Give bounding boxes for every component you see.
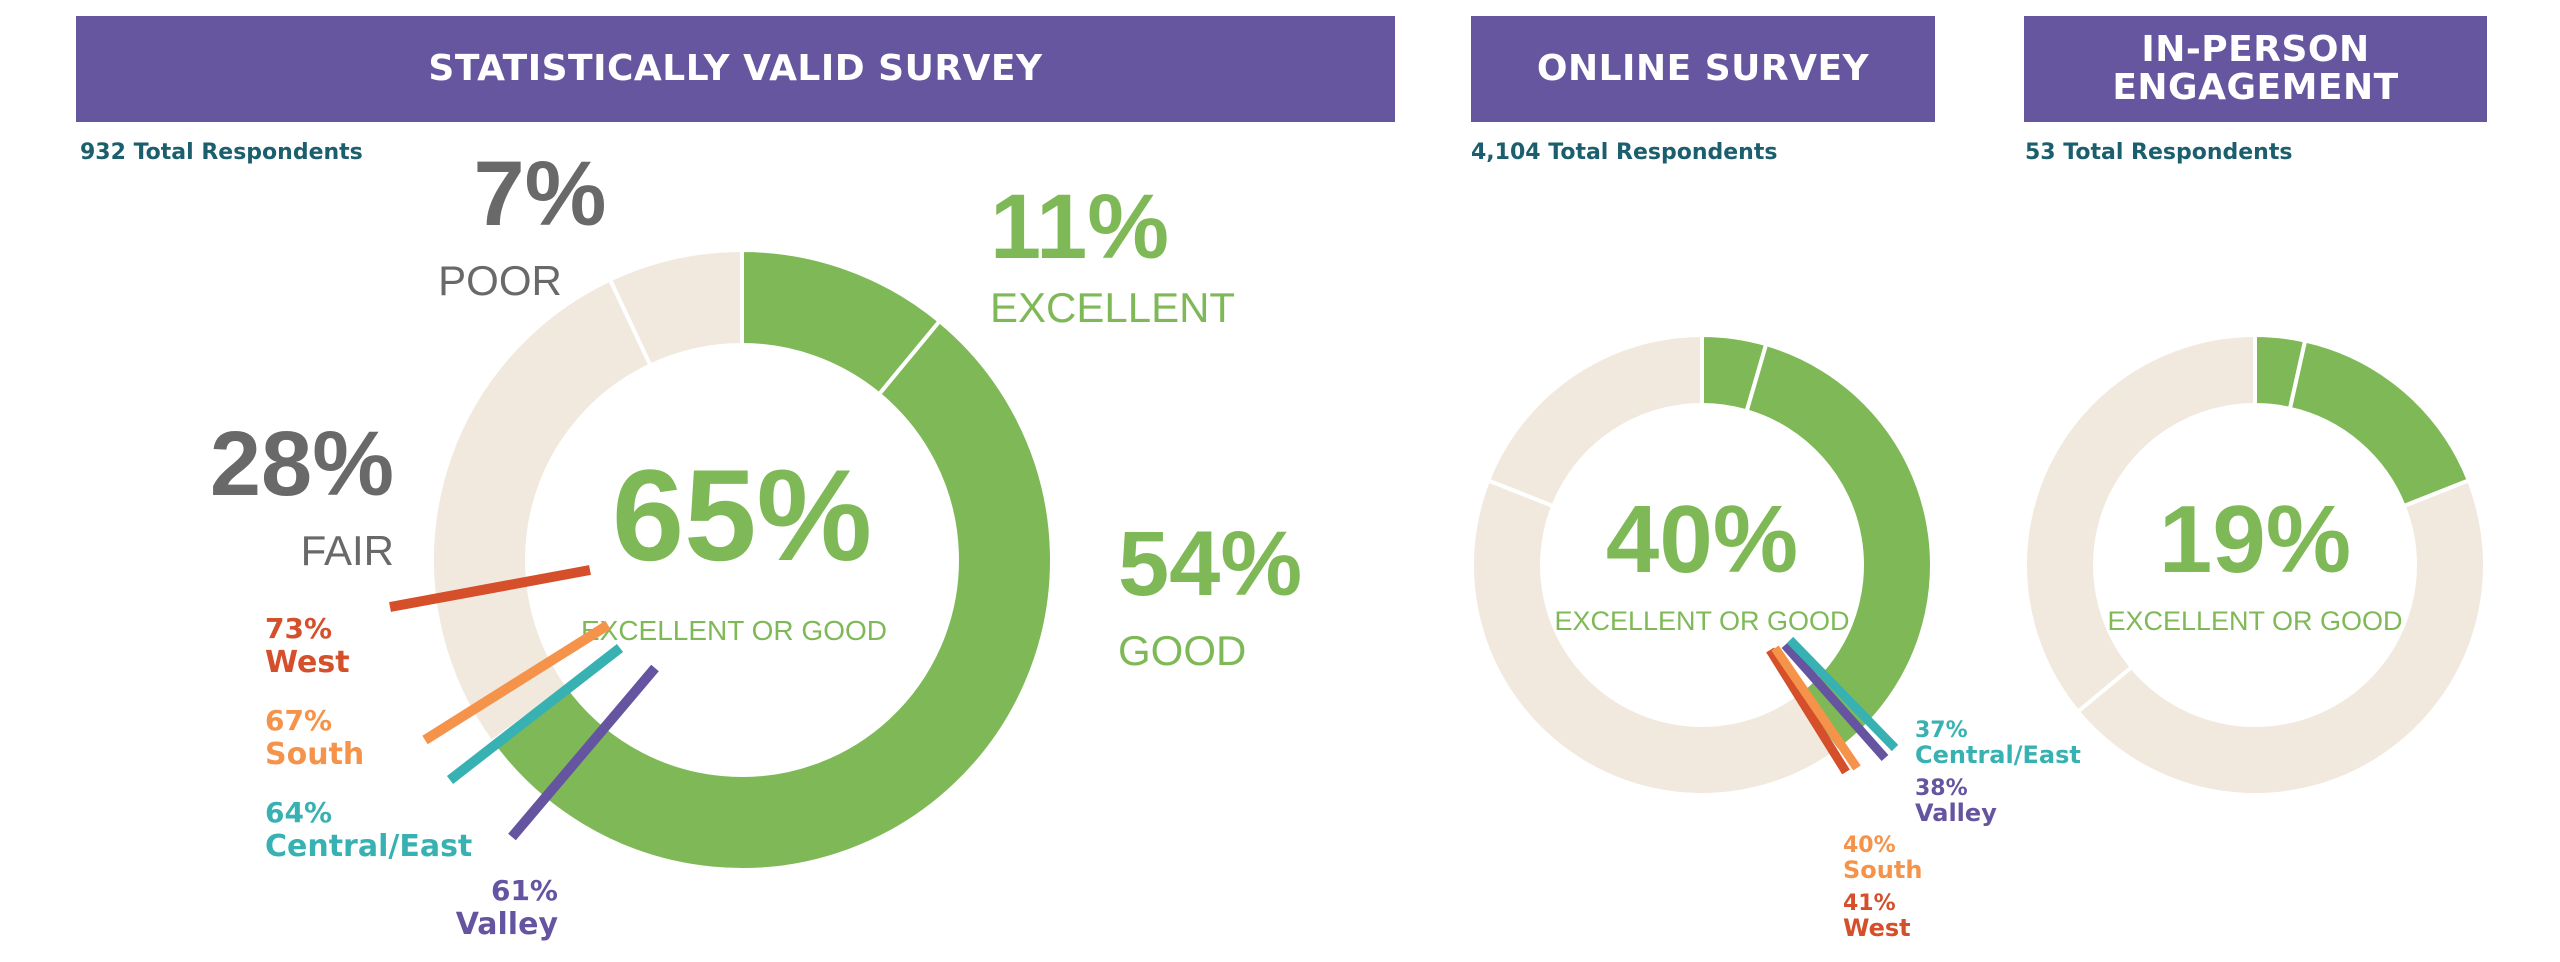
online-line-valley [1781, 642, 1889, 761]
center-value-online: 40% [1606, 486, 1798, 593]
region-west-value: 73% [265, 612, 332, 645]
respondents-statistically-valid: 932 Total Respondents [80, 140, 363, 165]
segment-3-slice [2023, 332, 2257, 715]
center-value-in-person: 19% [2159, 486, 2351, 593]
header-statistically-valid-survey: STATISTICALLY VALID SURVEY [76, 16, 1395, 122]
region-central-east-value: 64% [265, 796, 332, 829]
online-line-central-east [1786, 636, 1899, 752]
slice-excellent-label: EXCELLENT [990, 284, 1235, 331]
center-label-statistically-valid: EXCELLENT OR GOOD [581, 615, 887, 646]
region-line-central-east [446, 644, 624, 784]
region-line-valley [508, 664, 659, 841]
region-west-name: West [265, 645, 350, 680]
online-central-east-value: 37% [1915, 718, 1968, 743]
donut-online [1470, 332, 1934, 797]
poor-slice [607, 247, 744, 369]
slice-fair-value: 28% [210, 413, 394, 515]
segment-1-slice [2287, 338, 2472, 509]
online-valley-value: 38% [1915, 776, 1968, 801]
center-label-online: EXCELLENT OR GOOD [1554, 606, 1849, 636]
segment-1-slice [1744, 341, 1934, 754]
online-south-name: South [1843, 856, 1922, 884]
slice-poor-label: POOR [438, 257, 562, 304]
online-south-value: 40% [1843, 833, 1896, 858]
header-in-person-engagement: IN-PERSON ENGAGEMENT [2024, 16, 2487, 122]
region-south-value: 67% [265, 704, 332, 737]
online-west-name: West [1843, 914, 1911, 942]
online-central-east-name: Central/East [1915, 741, 2081, 769]
center-value-statistically-valid: 65% [612, 442, 872, 588]
online-line-west [1766, 647, 1850, 775]
region-line-west [389, 565, 591, 612]
region-valley-value: 61% [491, 874, 558, 907]
online-west-value: 41% [1843, 891, 1896, 916]
donut-statistically-valid [430, 247, 1054, 873]
header-line-2: ENGAGEMENT [2112, 67, 2399, 108]
segment-2-slice [1470, 477, 1840, 797]
region-central-east-name: Central/East [265, 829, 472, 864]
slice-poor-value: 7% [474, 143, 607, 245]
slice-good-label: GOOD [1118, 627, 1246, 674]
slice-excellent-value: 11% [990, 176, 1169, 278]
good-slice [488, 318, 1054, 873]
online-valley-name: Valley [1915, 799, 1997, 827]
region-line-south [422, 620, 611, 745]
region-valley-name: Valley [456, 907, 559, 942]
respondents-online: 4,104 Total Respondents [1471, 140, 1778, 165]
header-line-1: IN-PERSON [2141, 29, 2370, 70]
segment-3-slice [1485, 332, 1704, 509]
region-south-name: South [265, 737, 364, 772]
center-label-in-person: EXCELLENT OR GOOD [2107, 606, 2402, 636]
online-line-south [1771, 645, 1861, 771]
fair-slice [430, 276, 654, 746]
slice-good-value: 54% [1118, 513, 1302, 615]
header-online-survey: ONLINE SURVEY [1471, 16, 1935, 122]
segment-2-slice [2074, 477, 2488, 797]
slice-fair-label: FAIR [301, 527, 394, 574]
donut-in-person [2023, 332, 2488, 797]
respondents-in-person: 53 Total Respondents [2025, 140, 2293, 165]
